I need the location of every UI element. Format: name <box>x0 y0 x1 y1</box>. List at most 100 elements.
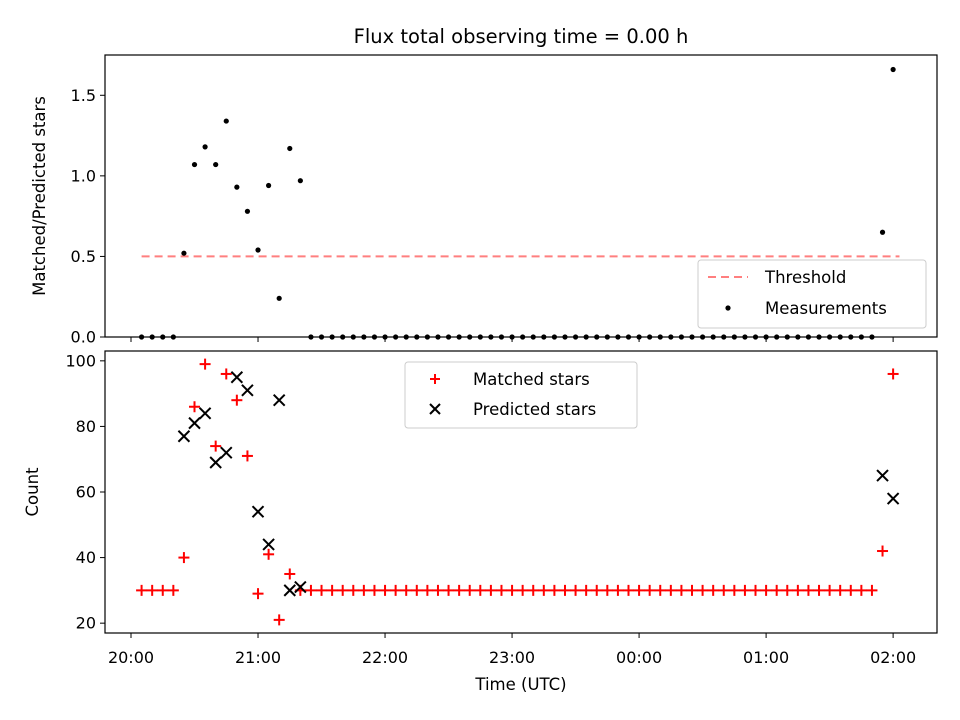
matched-star-point <box>337 584 349 596</box>
measurement-point <box>191 161 198 168</box>
matched-star-point <box>792 584 804 596</box>
measurement-point <box>202 144 208 150</box>
matched-star-point <box>379 584 391 596</box>
measurement-point <box>287 145 293 152</box>
matched-star-point <box>146 584 158 596</box>
predicted-star-point <box>886 492 900 505</box>
bottom-legend-box <box>404 361 638 429</box>
legend-matched-swatch <box>430 374 440 384</box>
predicted-star-point <box>188 416 201 430</box>
y-tick-label: 60 <box>76 483 96 502</box>
legend-predicted-label: Predicted stars <box>473 400 596 419</box>
matched-star-point <box>464 584 476 596</box>
matched-star-point <box>485 584 497 596</box>
matched-star-point <box>252 588 264 600</box>
measurement-point <box>255 247 261 253</box>
x-axis-label: Time (UTC) <box>474 675 566 694</box>
matched-star-point <box>644 584 656 596</box>
matched-star-point <box>178 552 190 564</box>
matched-star-point <box>781 584 793 596</box>
predicted-star-point <box>241 384 254 397</box>
predicted-star-point <box>251 505 265 518</box>
matched-star-point <box>136 584 148 596</box>
y-tick-label: 20 <box>76 614 96 633</box>
matched-star-point <box>411 584 423 596</box>
legend-threshold-label: Threshold <box>764 268 846 287</box>
matched-star-point <box>580 584 592 596</box>
matched-star-point <box>368 584 380 596</box>
matched-star-point <box>305 584 317 596</box>
matched-star-point <box>654 584 666 596</box>
matched-star-point <box>559 584 571 596</box>
matched-star-point <box>802 584 814 596</box>
matched-star-point <box>612 584 624 596</box>
x-tick-label: 20:00 <box>108 648 154 667</box>
matched-star-point <box>824 584 836 596</box>
y-tick-label: 0.5 <box>71 247 96 266</box>
top-y-ticks: 0.0 0.5 1.0 1.5 <box>71 86 105 347</box>
y-tick-label: 100 <box>65 351 96 370</box>
bottom-panel: 20 40 60 80 100 20:00 21:00 22:00 23:00 00:00 01:… <box>23 350 938 694</box>
matched-star-point <box>517 584 529 596</box>
bottom-y-axis-label: Count <box>23 467 42 517</box>
matched-star-point <box>167 584 179 596</box>
matched-star-point <box>855 584 867 596</box>
measurement-point <box>181 250 187 256</box>
x-tick-label: 01:00 <box>743 648 789 667</box>
bottom-marks <box>136 358 900 626</box>
legend-predicted-swatch <box>429 403 441 415</box>
matched-star-point <box>263 548 275 560</box>
measurement-point <box>890 66 896 73</box>
matched-star-point <box>697 584 709 596</box>
legend-measurements-swatch <box>725 305 731 311</box>
x-tick-label: 00:00 <box>616 648 662 667</box>
matched-star-point <box>506 584 518 596</box>
matched-star-point <box>189 401 201 413</box>
bottom-x-ticks: 20:00 21:00 22:00 23:00 00:00 01:00 02:00 <box>108 633 916 667</box>
matched-star-point <box>443 584 455 596</box>
matched-star-point <box>760 584 772 596</box>
predicted-star-point <box>283 584 296 597</box>
matched-star-point <box>601 584 613 596</box>
matched-star-point <box>570 584 582 596</box>
matched-star-point <box>739 584 751 596</box>
matched-star-point <box>887 368 899 380</box>
predicted-star-point <box>198 407 212 420</box>
matched-star-point <box>432 584 444 596</box>
y-tick-label: 1.5 <box>71 86 96 105</box>
matched-star-point <box>390 584 402 596</box>
matched-star-point <box>750 584 762 596</box>
matched-star-point <box>316 584 328 596</box>
measurement-point <box>879 229 886 235</box>
matched-star-point <box>622 584 634 596</box>
top-marks <box>138 66 900 340</box>
matched-star-point <box>633 584 645 596</box>
predicted-star-point <box>209 456 222 469</box>
matched-star-point <box>495 584 507 596</box>
top-x-ticks <box>130 337 894 342</box>
measurement-point <box>223 118 229 124</box>
measurement-point <box>234 184 240 190</box>
y-tick-label: 1.0 <box>71 166 96 185</box>
matched-star-point <box>538 584 550 596</box>
top-axes-frame <box>104 54 938 338</box>
measurement-point <box>276 295 282 301</box>
predicted-star-point <box>262 538 275 551</box>
matched-star-point <box>241 450 253 462</box>
matched-star-point <box>686 584 698 596</box>
matched-star-point <box>284 568 296 580</box>
measurement-point <box>244 208 251 214</box>
matched-star-point <box>231 394 243 406</box>
matched-star-point <box>834 584 846 596</box>
matched-star-point <box>199 358 211 370</box>
top-legend: Threshold Measurements <box>697 259 927 329</box>
matched-star-point <box>210 440 222 452</box>
x-tick-label: 22:00 <box>362 648 408 667</box>
matched-star-point <box>220 368 232 380</box>
matched-star-point <box>877 545 889 557</box>
matched-star-point <box>273 614 285 626</box>
matched-star-point <box>400 584 412 596</box>
matched-star-point <box>548 584 560 596</box>
matched-star-point <box>718 584 730 596</box>
